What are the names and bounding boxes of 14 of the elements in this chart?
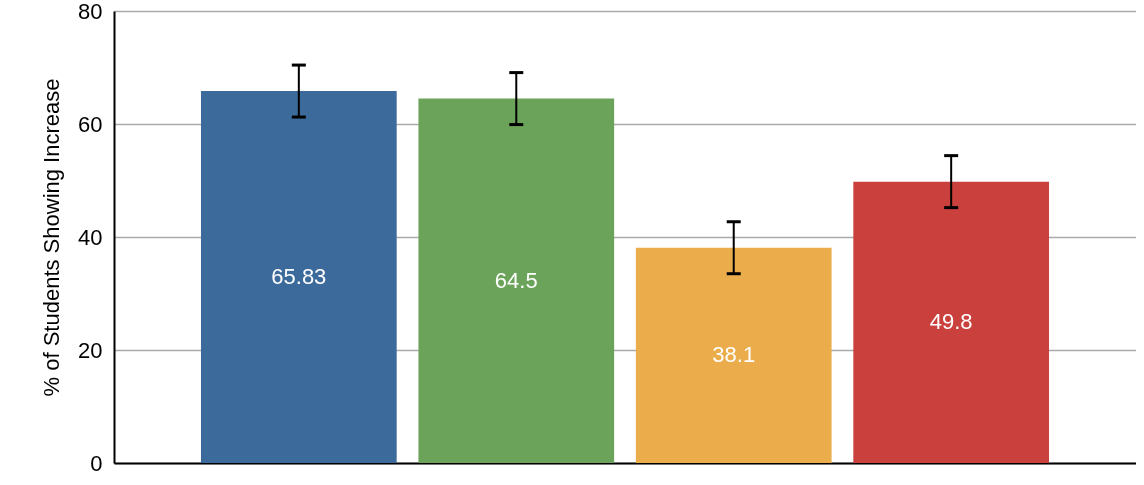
data-label: 38.1 — [712, 342, 756, 368]
y-tick-label: 60 — [78, 111, 103, 137]
bar — [635, 247, 832, 463]
y-tick-label: 20 — [78, 337, 103, 363]
y-tick-label: 80 — [78, 0, 103, 24]
y-axis-title: % of Students Showing Increase — [39, 78, 65, 397]
data-label: 49.8 — [929, 309, 973, 335]
data-label: 65.83 — [271, 264, 327, 290]
bar — [200, 91, 397, 463]
bar — [418, 98, 615, 463]
bar — [853, 181, 1050, 463]
y-tick-label: 0 — [90, 450, 103, 476]
data-label: 64.5 — [494, 267, 538, 293]
y-tick-label: 40 — [78, 224, 103, 250]
